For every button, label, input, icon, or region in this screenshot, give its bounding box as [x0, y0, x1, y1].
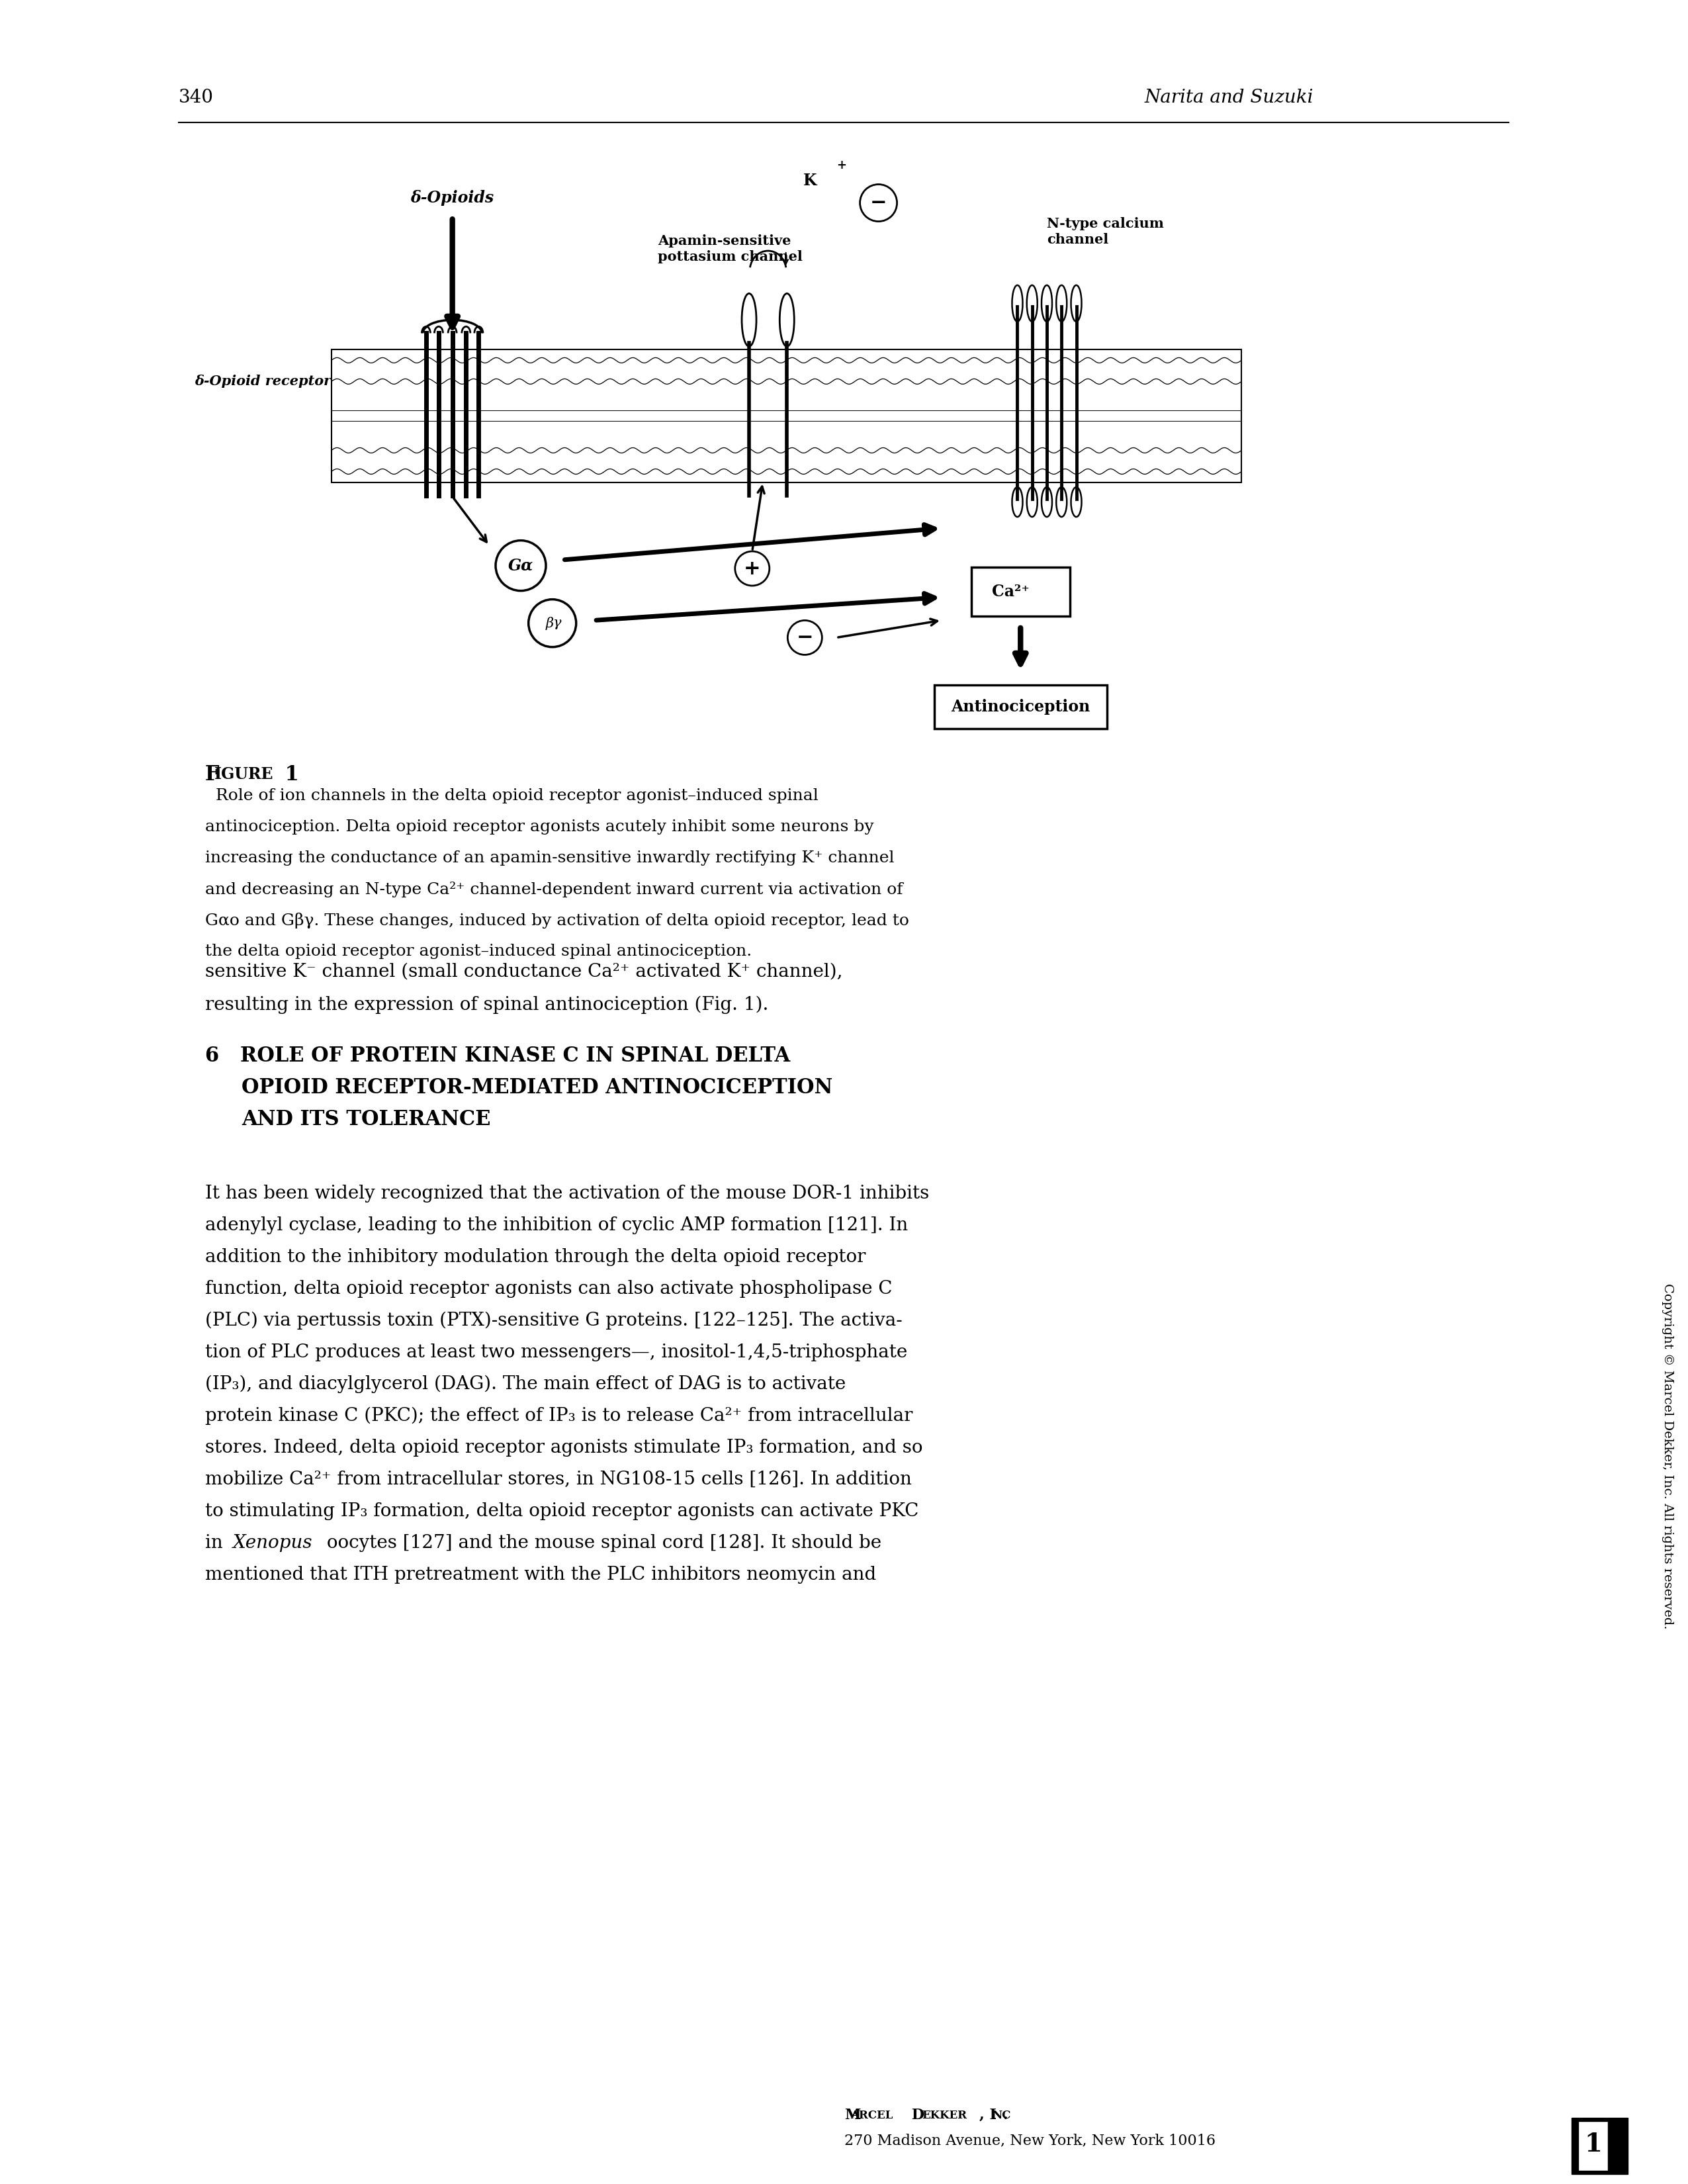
Text: 6   ROLE OF PROTEIN KINASE C IN SPINAL DELTA: 6 ROLE OF PROTEIN KINASE C IN SPINAL DEL…	[206, 1046, 790, 1066]
Text: ARCEL: ARCEL	[851, 2110, 893, 2121]
Text: D: D	[906, 2108, 925, 2123]
Text: 340: 340	[179, 90, 214, 107]
Circle shape	[734, 550, 770, 585]
Text: Role of ion channels in the delta opioid receptor agonist–induced spinal: Role of ion channels in the delta opioid…	[206, 788, 819, 804]
Text: adenylyl cyclase, leading to the inhibition of cyclic AMP formation [121]. In: adenylyl cyclase, leading to the inhibit…	[206, 1216, 908, 1234]
Circle shape	[528, 598, 576, 646]
Text: antinociception. Delta opioid receptor agonists acutely inhibit some neurons by: antinociception. Delta opioid receptor a…	[206, 819, 874, 834]
Circle shape	[496, 539, 545, 592]
Text: Apamin-sensitive
pottasium channel: Apamin-sensitive pottasium channel	[658, 234, 802, 262]
Text: M: M	[844, 2108, 861, 2123]
Text: .: .	[1003, 2108, 1008, 2123]
Bar	[331, 349, 1241, 483]
Text: γ: γ	[554, 616, 562, 629]
Text: 1: 1	[1585, 2132, 1602, 2158]
Text: mentioned that ITH pretreatment with the PLC inhibitors neomycin and: mentioned that ITH pretreatment with the…	[206, 1566, 876, 1583]
Text: Gαο and Gβγ. These changes, induced by activation of delta opioid receptor, lead: Gαο and Gβγ. These changes, induced by a…	[206, 913, 910, 928]
Text: K: K	[803, 173, 817, 188]
Text: increasing the conductance of an apamin-sensitive inwardly rectifying K⁺ channel: increasing the conductance of an apamin-…	[206, 850, 895, 865]
Text: Ca²⁺: Ca²⁺	[993, 583, 1030, 598]
Bar	[1578, 2121, 1609, 2171]
Text: oocytes [127] and the mouse spinal cord [128]. It should be: oocytes [127] and the mouse spinal cord …	[321, 1533, 881, 1553]
Text: AND ITS TOLERANCE: AND ITS TOLERANCE	[241, 1109, 491, 1129]
Text: mobilize Ca²⁺ from intracellular stores, in NG108-15 cells [126]. In addition: mobilize Ca²⁺ from intracellular stores,…	[206, 1470, 912, 1489]
Text: sensitive K⁻ channel (small conductance Ca²⁺ activated K⁺ channel),: sensitive K⁻ channel (small conductance …	[206, 963, 842, 981]
Text: β: β	[545, 616, 554, 629]
Text: in: in	[206, 1533, 228, 1553]
Text: F: F	[206, 764, 219, 784]
Text: N-type calcium
channel: N-type calcium channel	[1047, 216, 1163, 247]
Text: resulting in the expression of spinal antinociception (Fig. 1).: resulting in the expression of spinal an…	[206, 996, 768, 1013]
Text: Antinociception: Antinociception	[950, 699, 1090, 714]
Text: +: +	[744, 559, 761, 579]
Text: stores. Indeed, delta opioid receptor agonists stimulate IP₃ formation, and so: stores. Indeed, delta opioid receptor ag…	[206, 1439, 923, 1457]
Text: It has been widely recognized that the activation of the mouse DOR-1 inhibits: It has been widely recognized that the a…	[206, 1184, 928, 1203]
Text: function, delta opioid receptor agonists can also activate phospholipase C: function, delta opioid receptor agonists…	[206, 1280, 893, 1297]
Circle shape	[859, 183, 896, 221]
Text: +: +	[836, 159, 846, 170]
Text: δ-Opioids: δ-Opioids	[410, 190, 495, 205]
Text: and decreasing an N-type Ca²⁺ channel-dependent inward current via activation of: and decreasing an N-type Ca²⁺ channel-de…	[206, 882, 903, 898]
Text: tion of PLC produces at least two messengers—, inositol-1,4,5-triphosphate: tion of PLC produces at least two messen…	[206, 1343, 908, 1361]
Text: , I: , I	[979, 2108, 996, 2123]
Text: to stimulating IP₃ formation, delta opioid receptor agonists can activate PKC: to stimulating IP₃ formation, delta opio…	[206, 1503, 918, 1520]
Text: protein kinase C (PKC); the effect of IP₃ is to release Ca²⁺ from intracellular: protein kinase C (PKC); the effect of IP…	[206, 1406, 913, 1426]
Text: Xenopus: Xenopus	[233, 1533, 312, 1553]
Text: −: −	[869, 194, 886, 212]
Text: OPIOID RECEPTOR-MEDIATED ANTINOCICEPTION: OPIOID RECEPTOR-MEDIATED ANTINOCICEPTION	[241, 1077, 832, 1099]
Text: EKKER: EKKER	[922, 2110, 967, 2121]
Text: 270 Madison Avenue, New York, New York 10016: 270 Madison Avenue, New York, New York 1…	[844, 2134, 1215, 2147]
FancyBboxPatch shape	[933, 686, 1107, 729]
Text: the delta opioid receptor agonist–induced spinal antinociception.: the delta opioid receptor agonist–induce…	[206, 943, 751, 959]
Text: Narita and Suzuki: Narita and Suzuki	[1144, 90, 1313, 107]
Text: Copyright © Marcel Dekker, Inc. All rights reserved.: Copyright © Marcel Dekker, Inc. All righ…	[1661, 1284, 1673, 1629]
Text: −: −	[797, 629, 814, 646]
Text: (IP₃), and diacylglycerol (DAG). The main effect of DAG is to activate: (IP₃), and diacylglycerol (DAG). The mai…	[206, 1376, 846, 1393]
Text: Gα: Gα	[508, 557, 533, 574]
Text: addition to the inhibitory modulation through the delta opioid receptor: addition to the inhibitory modulation th…	[206, 1249, 866, 1267]
Text: IGURE: IGURE	[214, 767, 273, 782]
FancyBboxPatch shape	[971, 568, 1070, 616]
Text: NC: NC	[993, 2110, 1011, 2121]
Text: 1: 1	[279, 764, 299, 784]
Bar	[1572, 2118, 1627, 2173]
Text: (PLC) via pertussis toxin (PTX)-sensitive G proteins. [122–125]. The activa-: (PLC) via pertussis toxin (PTX)-sensitiv…	[206, 1313, 903, 1330]
Circle shape	[788, 620, 822, 655]
Text: δ-Opioid receptor: δ-Opioid receptor	[194, 376, 331, 389]
